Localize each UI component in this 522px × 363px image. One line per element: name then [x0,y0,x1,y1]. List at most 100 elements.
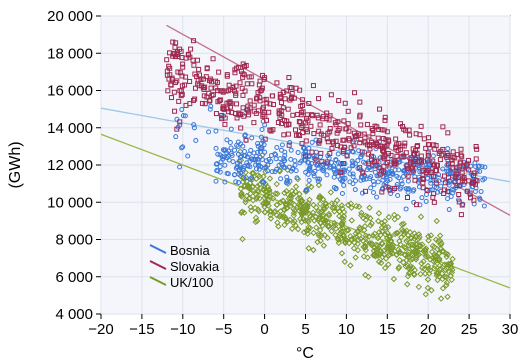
point-slovakia [179,83,185,89]
point-uk-100 [433,217,440,225]
point-uk-100 [340,231,347,238]
point-slovakia [251,120,257,126]
point-bosnia [224,137,230,143]
point-slovakia [183,55,189,61]
point-uk-100 [425,237,432,244]
y-tick-label: 4 000 [55,306,93,323]
point-slovakia [381,156,387,162]
point-slovakia [299,141,305,147]
point-bosnia [233,179,239,185]
point-bosnia [232,171,238,177]
point-slovakia [195,77,201,83]
point-bosnia [337,176,343,182]
point-bosnia [451,187,457,193]
point-slovakia [257,98,263,104]
point-slovakia [366,161,372,167]
point-slovakia [225,109,231,115]
point-uk-100 [273,201,281,209]
point-slovakia [362,140,368,146]
point-slovakia [414,202,420,208]
point-uk-100 [448,276,455,284]
point-slovakia [168,82,174,88]
point-uk-100 [297,202,304,209]
point-slovakia [201,76,207,82]
point-uk-100 [432,257,439,265]
point-slovakia [243,137,249,143]
point-slovakia [330,139,336,145]
point-slovakia [292,127,298,133]
point-bosnia [222,147,228,153]
point-slovakia [440,124,446,130]
point-slovakia [219,112,225,118]
point-slovakia [251,102,257,108]
point-bosnia [368,185,374,191]
point-uk-100 [339,225,346,232]
point-uk-100 [415,235,422,243]
point-uk-100 [401,251,409,259]
point-uk-100 [290,205,297,212]
point-slovakia [204,66,210,72]
point-slovakia [387,162,393,168]
point-uk-100 [447,261,454,268]
point-bosnia [350,174,356,180]
point-slovakia [317,138,323,144]
point-uk-100 [334,235,342,242]
point-bosnia [214,161,220,167]
point-slovakia [317,122,323,128]
point-uk-100 [362,271,369,279]
point-slovakia [423,169,429,175]
point-bosnia [331,163,337,169]
point-slovakia [425,150,431,156]
point-uk-100 [387,233,394,240]
point-uk-100 [294,175,302,183]
point-slovakia [458,152,464,158]
point-bosnia [445,146,451,152]
point-uk-100 [384,224,392,231]
point-bosnia [292,158,298,164]
point-bosnia [240,167,246,173]
point-uk-100 [436,273,443,280]
point-slovakia [345,121,351,127]
point-bosnia [374,194,380,200]
point-slovakia [418,153,424,159]
point-bosnia [478,189,484,195]
point-slovakia [198,77,204,83]
point-slovakia [303,153,309,159]
point-uk-100 [301,206,308,214]
point-uk-100 [317,219,324,227]
point-uk-100 [305,181,313,189]
point-uk-100 [277,199,284,206]
y-axis-label: (GWh) [7,141,24,188]
point-uk-100 [443,281,450,289]
point-bosnia [472,189,478,195]
point-slovakia [219,116,225,122]
y-tick-label: 18 000 [47,45,93,62]
point-bosnia [274,144,280,150]
legend-label-uk-100: UK/100 [170,275,213,290]
point-uk-100 [443,273,450,281]
data-points [164,38,488,302]
point-slovakia [398,146,404,152]
point-uk-100 [309,214,316,222]
point-uk-100 [321,231,328,239]
point-bosnia [208,103,214,109]
point-uk-100 [412,244,420,251]
point-bosnia [396,167,402,173]
point-slovakia [290,112,296,118]
point-slovakia [393,136,399,142]
point-slovakia [411,151,417,157]
point-slovakia [187,101,193,107]
point-bosnia [333,157,339,163]
point-slovakia [191,62,197,68]
point-uk-100 [354,246,362,254]
point-uk-100 [332,231,339,239]
point-slovakia [441,190,447,196]
point-uk-100 [414,244,421,251]
point-slovakia [285,106,291,112]
point-uk-100 [441,261,448,268]
point-uk-100 [239,235,246,243]
point-uk-100 [288,225,296,232]
point-slovakia [341,137,347,143]
point-slovakia [459,202,465,208]
point-slovakia [287,85,293,91]
